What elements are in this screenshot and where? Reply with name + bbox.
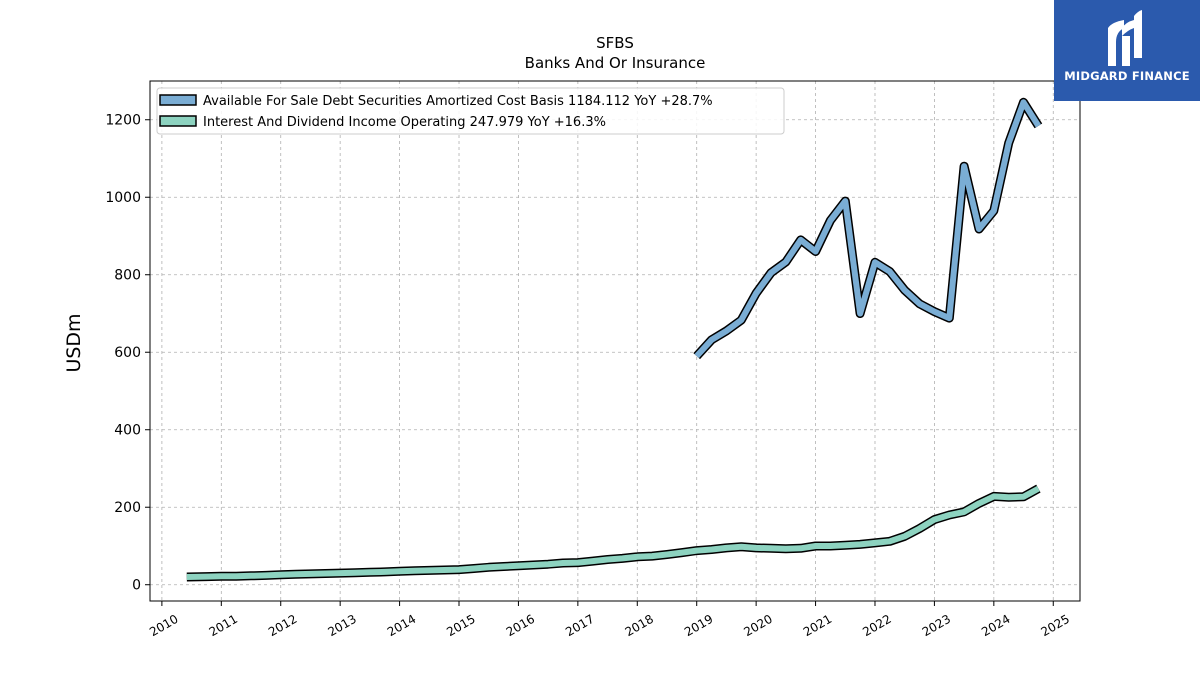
- x-tick-label: 2010: [147, 612, 180, 639]
- y-tick-label: 600: [114, 345, 141, 361]
- legend-label: Interest And Dividend Income Operating 2…: [203, 115, 606, 130]
- y-axis: 0 200 400 600 800 1000 1200: [105, 113, 150, 594]
- x-tick-label: 2025: [1039, 612, 1072, 639]
- brand-logo: MIDGARD FINANCE: [1054, 0, 1200, 101]
- y-tick-label: 400: [114, 423, 141, 439]
- series-layer: [186, 97, 1043, 582]
- x-axis: 2010 2011 2012 2013 2014 2015 2016 2017 2018 2019…: [147, 601, 1072, 639]
- chart-subtitle: Banks And Or Insurance: [525, 54, 706, 72]
- y-tick-label: 1000: [105, 190, 141, 206]
- y-tick-label: 200: [114, 500, 141, 516]
- x-tick-label: 2014: [385, 612, 418, 639]
- logo-text: MIDGARD FINANCE: [1064, 69, 1190, 83]
- y-axis-label: USDm: [63, 313, 85, 372]
- x-tick-label: 2018: [623, 612, 656, 639]
- y-tick-label: 0: [132, 578, 141, 594]
- legend-label: Available For Sale Debt Securities Amort…: [203, 94, 713, 109]
- x-tick-label: 2024: [979, 612, 1012, 639]
- y-tick-label: 1200: [105, 113, 141, 129]
- x-tick-label: 2021: [801, 612, 834, 639]
- grid-lines: [150, 81, 1080, 601]
- x-tick-label: 2015: [444, 612, 477, 639]
- x-tick-label: 2012: [266, 612, 299, 639]
- chart-title: SFBS: [596, 34, 634, 52]
- x-tick-label: 2013: [325, 612, 358, 639]
- legend-swatch: [159, 115, 197, 127]
- x-tick-label: 2019: [682, 612, 715, 639]
- legend: Available For Sale Debt Securities Amort…: [156, 87, 785, 135]
- plot-frame: [149, 80, 1081, 602]
- y-tick-label: 800: [114, 268, 141, 284]
- x-tick-label: 2020: [741, 612, 774, 639]
- x-tick-label: 2016: [504, 612, 537, 639]
- x-tick-label: 2017: [563, 612, 596, 639]
- x-tick-label: 2022: [860, 612, 893, 639]
- series-line-1: [694, 99, 1041, 359]
- series-outline: [693, 97, 1043, 360]
- legend-swatch: [159, 94, 197, 106]
- legend-box: [156, 87, 785, 135]
- x-tick-label: 2011: [207, 612, 240, 639]
- midgard-logo-icon: [1108, 10, 1142, 66]
- x-tick-label: 2023: [920, 612, 953, 639]
- series-line-2: [186, 485, 1040, 580]
